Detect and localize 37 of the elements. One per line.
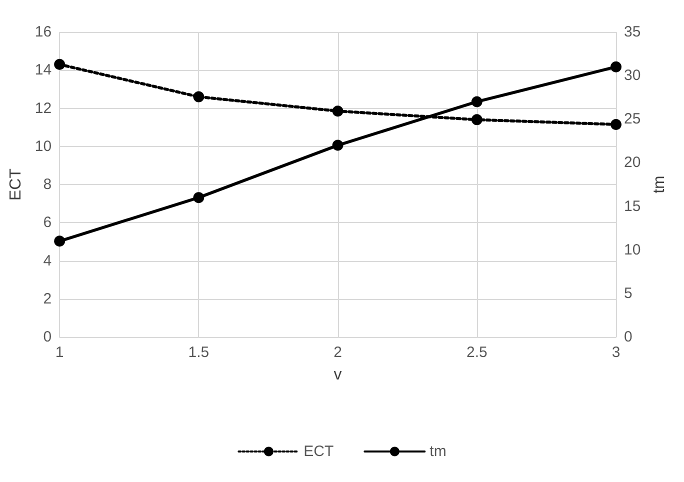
y-tick-label: 4 <box>43 252 52 270</box>
point <box>332 140 344 151</box>
legend-label: tm <box>430 443 446 460</box>
y-tick-label: 16 <box>34 24 52 40</box>
x-tick-label: 1 <box>55 344 64 361</box>
point <box>610 118 622 130</box>
point <box>471 114 482 126</box>
y2-tick-label: 10 <box>624 241 641 258</box>
x-axis-title: v <box>334 366 342 384</box>
point <box>193 192 204 204</box>
x-tick-label: 2.5 <box>466 344 488 361</box>
y-tick-label: 0 <box>43 328 52 346</box>
y2-tick-label: 20 <box>624 154 641 172</box>
y-tick-label: 12 <box>34 100 52 117</box>
point <box>471 96 482 108</box>
x-tick-label: 3 <box>612 344 620 361</box>
y-tick-label: 6 <box>43 214 52 232</box>
y-tick-label: 8 <box>43 176 52 193</box>
y2-tick-label: 15 <box>624 198 641 215</box>
legend-label: ECT <box>304 443 334 460</box>
point <box>332 106 344 117</box>
y2-tick-label: 5 <box>624 284 632 302</box>
y-tick-label: 10 <box>34 138 52 155</box>
point <box>193 91 204 102</box>
y2-tick-label: 30 <box>624 67 641 84</box>
y-tick-label: 2 <box>43 290 52 308</box>
y-axis-title: ECT <box>8 168 24 200</box>
x-tick-label: 1.5 <box>188 344 210 361</box>
y2-tick-label: 35 <box>624 24 641 40</box>
y2-tick-label: 0 <box>624 328 632 346</box>
point <box>54 58 66 70</box>
x-tick-label: 2 <box>334 344 342 361</box>
point <box>54 236 66 247</box>
y-tick-label: 14 <box>34 62 52 79</box>
point <box>610 61 622 72</box>
y2-axis-title: tm <box>651 176 668 194</box>
y2-tick-label: 25 <box>624 110 641 128</box>
